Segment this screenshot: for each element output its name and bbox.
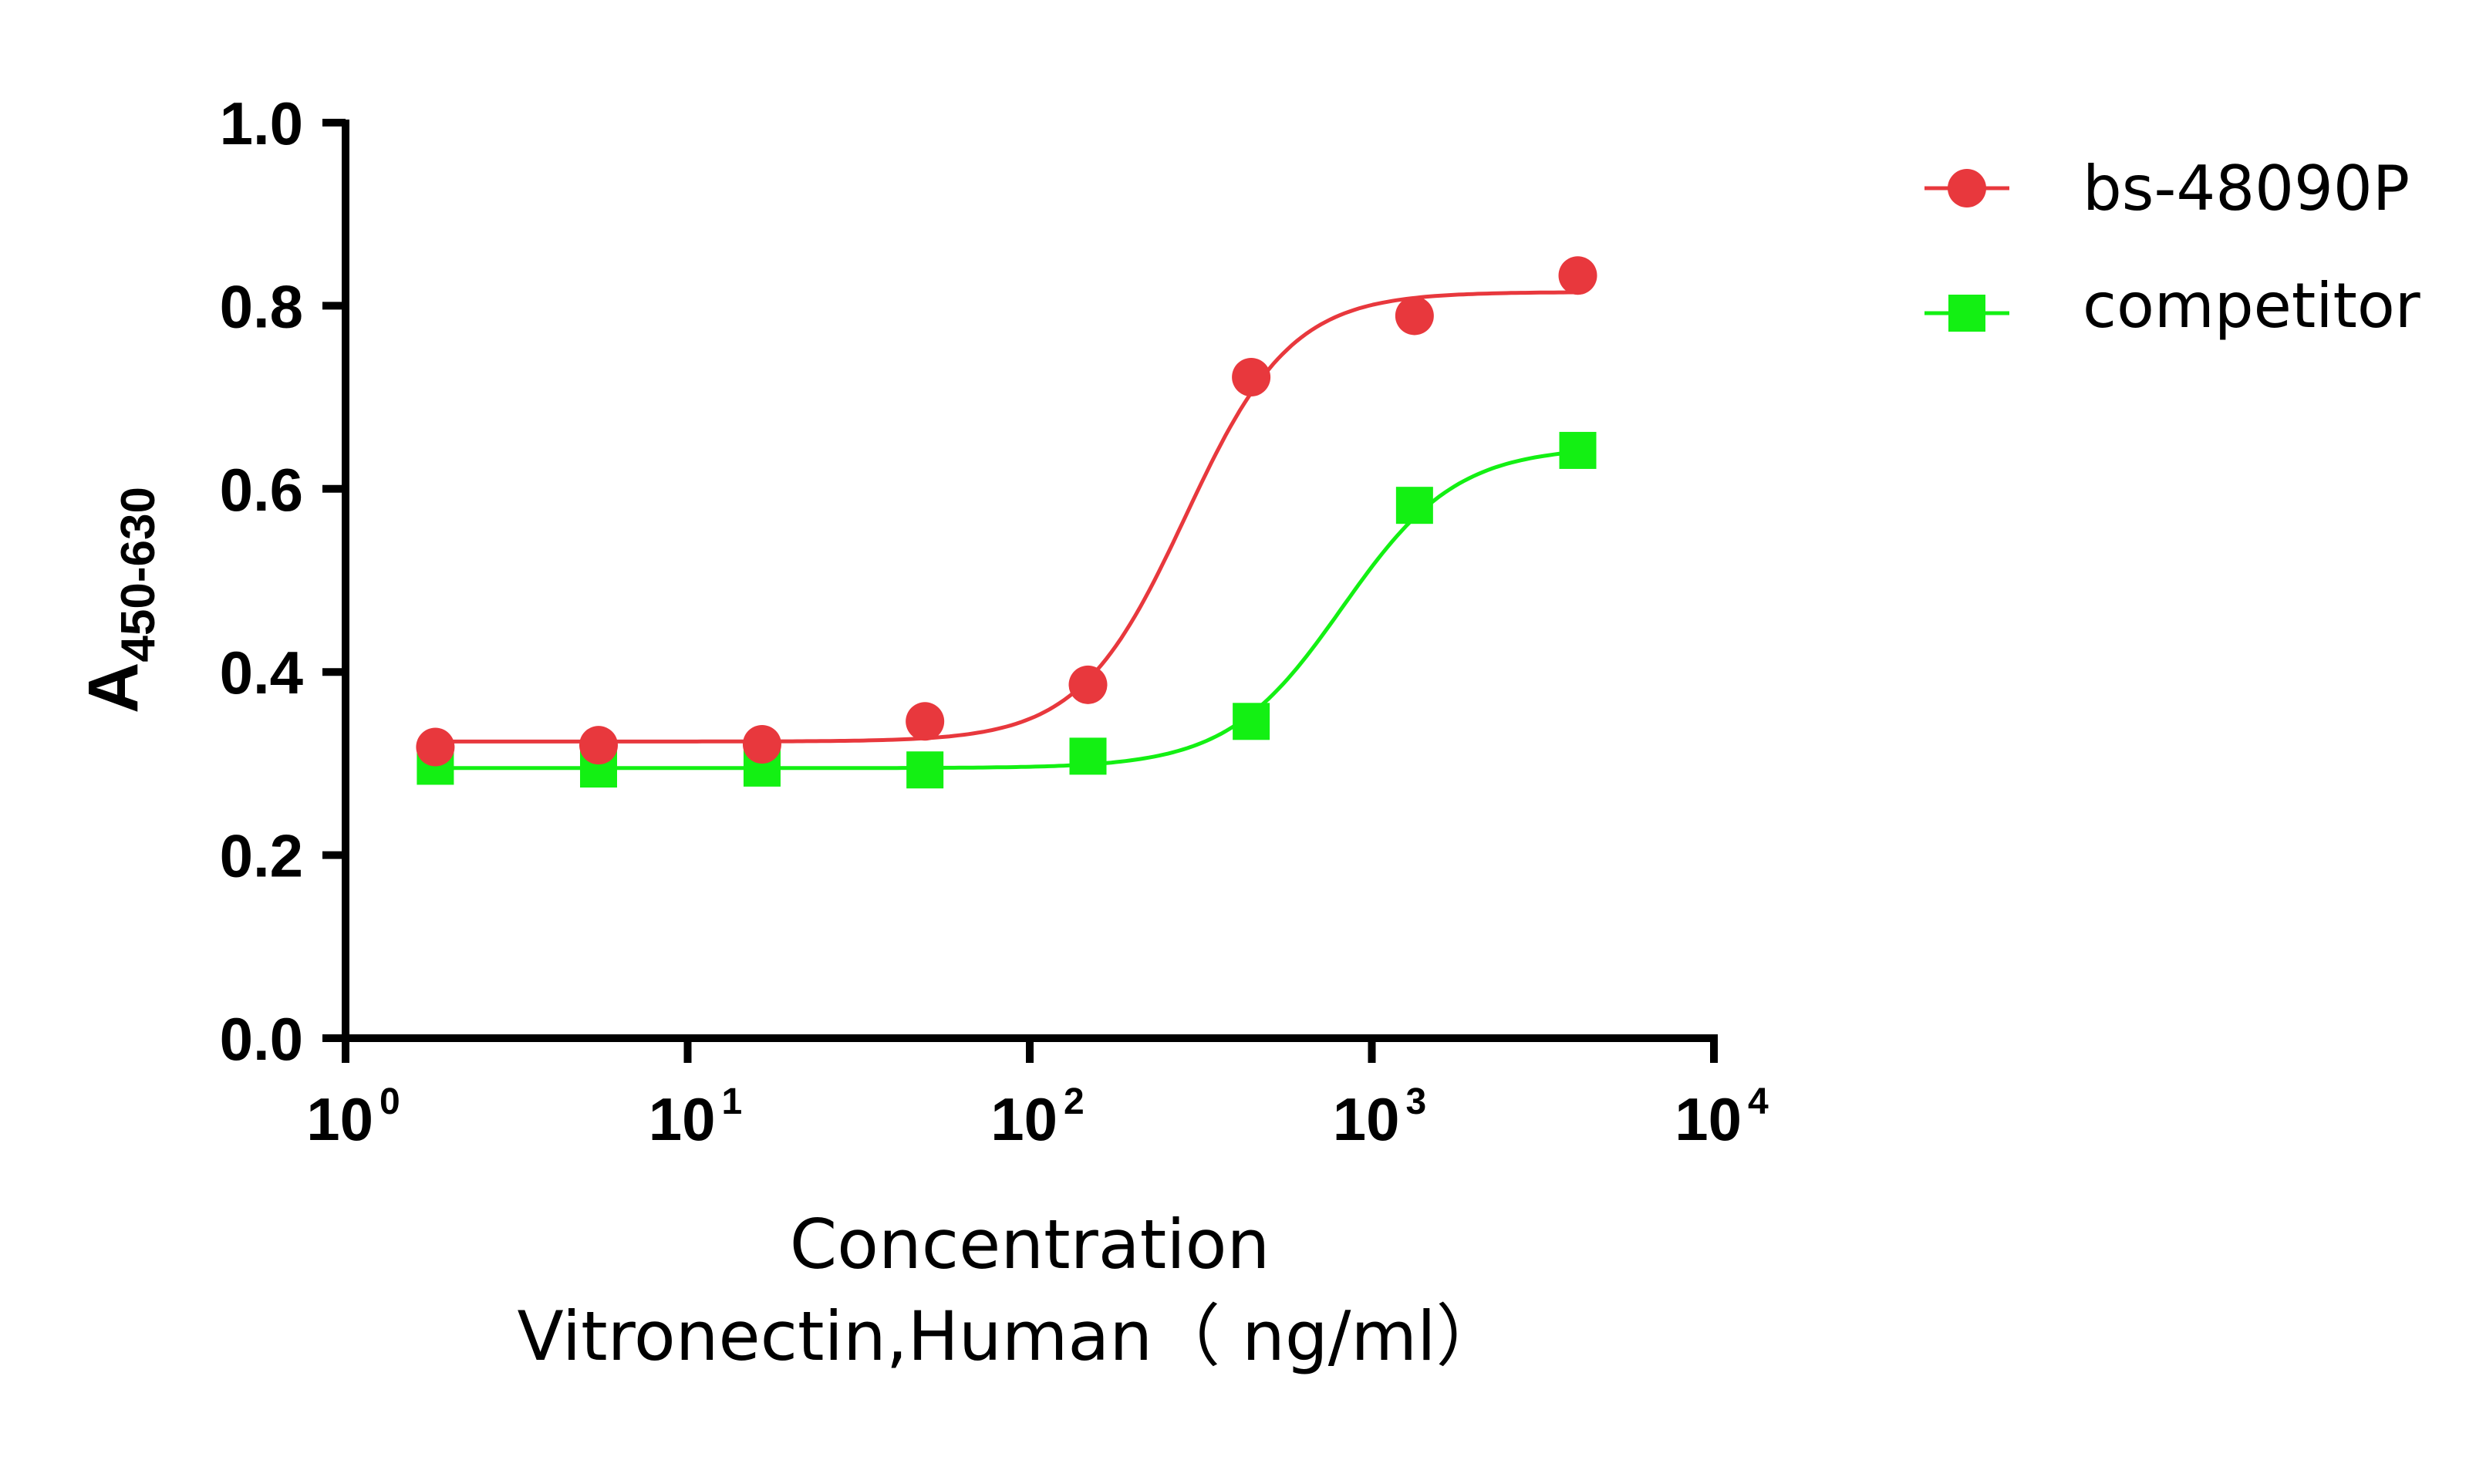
y-tick-label: 0.4 <box>220 639 303 707</box>
fit-curves <box>435 290 1578 771</box>
data-point-competitor <box>1559 431 1597 469</box>
data-point-bs-48090P <box>579 726 619 765</box>
x-tick-label-base: 10 <box>1675 1085 1742 1153</box>
legend-marker-competitor <box>1948 295 1985 332</box>
fit-curve-bs-48090P <box>435 290 1578 744</box>
x-axis-subtitle: Vitronectin,Human（ ng/ml） <box>517 1297 1503 1376</box>
x-tick-label: 10 4 <box>1675 1081 1769 1153</box>
x-tick-label-base: 10 <box>990 1085 1058 1153</box>
data-points <box>416 256 1597 789</box>
y-tick-label: 0.2 <box>220 822 303 890</box>
y-axis-title-main: A <box>74 663 153 713</box>
x-tick-label: 10 0 <box>306 1081 400 1153</box>
legend-label-bs-48090P: bs-48090P <box>2083 153 2410 224</box>
legend-label-competitor: competitor <box>2083 270 2420 342</box>
axes: 0.00.20.40.60.81.010 0 10 1 10 2 10 3 10 4 <box>220 89 1769 1153</box>
x-tick-label-exponent: 3 <box>1406 1081 1427 1122</box>
x-tick-label-exponent: 1 <box>722 1081 743 1122</box>
x-tick-label-exponent: 4 <box>1748 1081 1769 1122</box>
x-tick-label-base: 10 <box>1333 1085 1400 1153</box>
svg-text:A450-630: A450-630 <box>74 487 165 713</box>
legend: bs-48090P competitor <box>1924 153 2420 342</box>
y-axis-title-subscript: 450-630 <box>112 487 165 663</box>
data-point-bs-48090P <box>1395 296 1434 336</box>
data-point-bs-48090P <box>416 727 455 767</box>
data-point-bs-48090P <box>742 724 781 764</box>
x-tick-label-base: 10 <box>649 1085 716 1153</box>
data-point-competitor <box>1233 703 1270 740</box>
data-point-bs-48090P <box>1558 256 1597 295</box>
data-point-bs-48090P <box>1068 665 1108 704</box>
y-tick-label: 0.0 <box>220 1005 303 1073</box>
y-tick-label: 0.8 <box>220 272 303 340</box>
x-tick-label: 10 2 <box>990 1081 1084 1153</box>
legend-item-competitor: competitor <box>1924 270 2420 342</box>
data-point-competitor <box>906 751 944 789</box>
y-tick-label: 0.6 <box>220 456 303 524</box>
y-tick-label: 1.0 <box>220 89 303 157</box>
x-axis-title: Concentration <box>790 1205 1270 1284</box>
x-tick-label-exponent: 2 <box>1064 1081 1085 1122</box>
x-tick-label-base: 10 <box>306 1085 373 1153</box>
x-tick-label: 10 3 <box>1333 1081 1426 1153</box>
x-tick-label: 10 1 <box>649 1081 742 1153</box>
y-axis-title: A450-630 <box>74 487 165 713</box>
legend-item-bs-48090P: bs-48090P <box>1924 153 2410 224</box>
data-point-competitor <box>1395 487 1433 524</box>
fit-curve-competitor <box>435 450 1578 771</box>
data-point-bs-48090P <box>906 702 945 741</box>
data-point-competitor <box>1069 737 1107 775</box>
legend-marker-bs-48090P <box>1948 169 1986 207</box>
data-point-bs-48090P <box>1232 357 1271 396</box>
x-tick-label-exponent: 0 <box>379 1081 400 1122</box>
